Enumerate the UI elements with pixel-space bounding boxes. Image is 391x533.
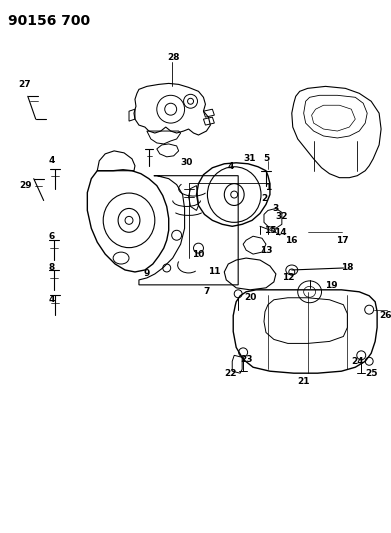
Text: 16: 16 [285,236,298,245]
Text: 11: 11 [208,268,221,277]
Text: 23: 23 [240,355,252,364]
Text: 8: 8 [48,263,55,272]
Text: 2: 2 [261,194,267,203]
Text: 21: 21 [298,377,310,385]
Text: 25: 25 [365,369,377,378]
Text: 28: 28 [167,53,180,62]
Text: 32: 32 [276,212,288,221]
Text: 26: 26 [379,311,391,320]
Text: 14: 14 [274,228,286,237]
Text: 24: 24 [351,357,364,366]
Text: 30: 30 [180,158,193,167]
Text: 5: 5 [263,155,269,163]
Text: 15: 15 [264,226,276,235]
Text: 29: 29 [20,181,32,190]
Text: 27: 27 [18,80,31,89]
Text: 90156 700: 90156 700 [8,14,90,28]
Text: 19: 19 [325,281,338,290]
Text: 4: 4 [48,156,55,165]
Text: 20: 20 [244,293,256,302]
Text: 10: 10 [192,249,204,259]
Text: 18: 18 [341,263,353,272]
Text: 1: 1 [265,183,271,192]
Text: 9: 9 [143,270,150,278]
Text: 6: 6 [48,232,55,241]
Text: 7: 7 [203,287,210,296]
Text: 4: 4 [228,162,235,171]
Text: 31: 31 [244,155,256,163]
Text: 12: 12 [282,273,294,282]
Text: 13: 13 [260,246,272,255]
Text: 4: 4 [48,295,55,304]
Text: 3: 3 [273,204,279,213]
Text: 22: 22 [224,369,237,378]
Text: 17: 17 [336,236,349,245]
